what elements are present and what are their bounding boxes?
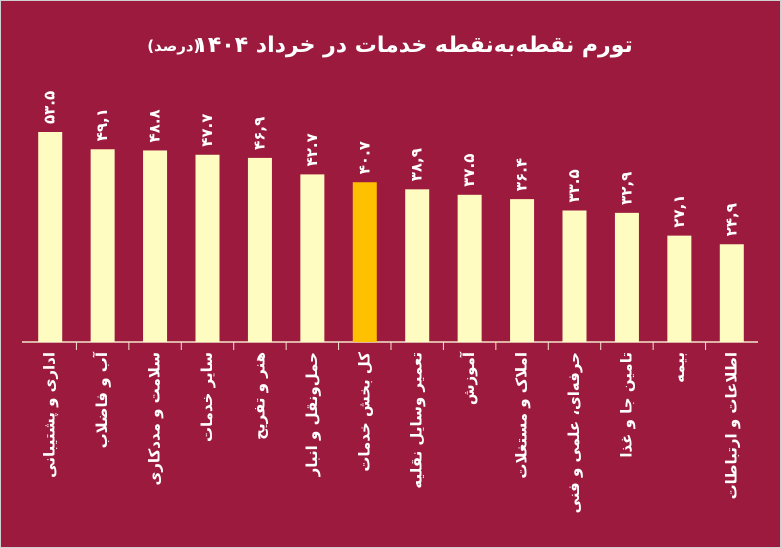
value-label: ۴۸.۸ (146, 109, 164, 142)
x-tick-label: تامین جا و غذا (617, 352, 635, 458)
value-label: ۲۷,۱ (670, 194, 688, 227)
x-tick-label: املاک و مستغلات (513, 352, 531, 479)
bar (667, 235, 692, 342)
x-tick-label: سایر خدمات (198, 352, 216, 442)
value-label: ۴۷.۷ (198, 114, 216, 147)
bar (510, 199, 535, 342)
value-label: ۴۲.۷ (303, 133, 321, 166)
value-label: ۴۹,۱ (93, 108, 111, 141)
value-label: ۴۶,۹ (250, 117, 268, 150)
x-tick-label: بیمه (670, 352, 688, 383)
x-tick-label: حرفه‌ای، علمی و فنی (565, 352, 583, 513)
value-label: ۵۳.۵ (41, 91, 59, 124)
chart-title: تورم نقطه‌به‌نقطه خدمات در خرداد ۱۴۰۴(در… (147, 33, 633, 58)
x-tick-label: حمل‌ونقل و انبار (303, 352, 321, 477)
bar (457, 194, 482, 342)
x-tick-label: کل بخش خدمات (355, 352, 373, 472)
x-tick-label: آموزش (460, 351, 478, 405)
bar (195, 154, 220, 342)
bar (405, 189, 430, 342)
bar (614, 212, 639, 342)
value-label: ۳۷.۵ (460, 154, 478, 187)
bar (90, 149, 115, 342)
value-label: ۴۰.۷ (355, 141, 373, 174)
x-tick-label: تعمیر وسایل نقلیه (408, 352, 426, 489)
bar (562, 210, 587, 342)
value-label: ۳۶.۴ (513, 158, 531, 191)
value-label: ۳۲,۹ (617, 172, 635, 205)
bar (719, 244, 744, 342)
x-tick-label: آب و فاضلاب (93, 351, 111, 448)
value-label: ۲۴,۹ (722, 203, 740, 236)
x-tick-label: اطلاعات و ارتباطات (722, 352, 740, 499)
bar (300, 174, 325, 342)
value-label: ۳۸,۹ (408, 148, 426, 181)
x-tick-label: سلامت و مددکاری (146, 352, 164, 485)
bar (143, 150, 168, 342)
bar (38, 132, 63, 342)
x-tick-label: اداری و پشتیبانی (41, 352, 60, 478)
bar (352, 182, 377, 342)
subtitle: (درصد) (147, 37, 200, 55)
x-tick-label: هنر و تفریح (250, 352, 268, 440)
title: تورم نقطه‌به‌نقطه خدمات در خرداد ۱۴۰۴ (194, 33, 632, 58)
bar (247, 157, 272, 342)
value-label: ۳۳.۵ (565, 169, 583, 202)
